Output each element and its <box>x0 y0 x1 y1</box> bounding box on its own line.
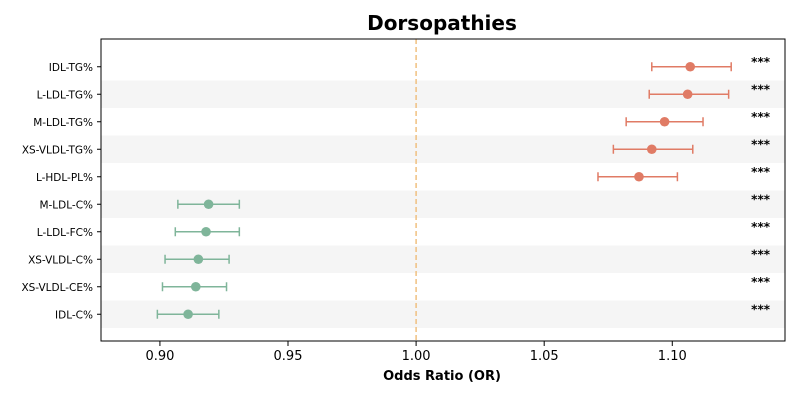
significance-label: *** <box>751 110 771 124</box>
significance-label: *** <box>751 302 771 316</box>
x-tick-label: 1.00 <box>402 349 431 364</box>
x-axis: 0.90 0.95 1.00 1.05 1.10 <box>145 341 687 364</box>
x-axis-label: Odds Ratio (OR) <box>383 369 501 384</box>
y-axis-labels: IDL-TG% L-LDL-TG% M-LDL-TG% XS-VLDL-TG% L-HD… <box>21 62 101 321</box>
significance-label: *** <box>751 55 771 69</box>
row-label: IDL-C% <box>55 309 93 321</box>
or-point <box>201 226 211 237</box>
row-label: XS-VLDL-CE% <box>21 282 93 294</box>
significance-label: *** <box>751 247 771 261</box>
row-label: XS-VLDL-TG% <box>22 144 93 156</box>
chart-title: Dorsopathies <box>367 11 517 35</box>
significance-labels: *** *** *** *** *** *** *** *** *** *** <box>751 55 771 317</box>
plot-frame <box>100 38 786 342</box>
or-point <box>685 61 696 72</box>
or-point <box>193 254 204 265</box>
significance-label: *** <box>751 165 771 179</box>
or-point <box>190 281 201 292</box>
or-point <box>203 199 214 210</box>
or-point <box>682 89 693 100</box>
row-label: IDL-TG% <box>49 62 93 74</box>
significance-label: *** <box>751 192 771 206</box>
x-tick-label: 0.95 <box>274 349 303 364</box>
or-point <box>659 116 670 127</box>
x-tick-label: 0.90 <box>145 349 174 364</box>
or-point <box>634 171 644 182</box>
significance-label: *** <box>751 275 771 289</box>
or-point <box>183 309 193 320</box>
x-tick-label: 1.05 <box>530 349 559 364</box>
or-point <box>646 144 657 155</box>
data-marks <box>156 61 732 320</box>
x-tick-label: 1.10 <box>658 349 687 364</box>
row-label: L-LDL-FC% <box>37 227 93 239</box>
row-label: XS-VLDL-C% <box>28 254 93 266</box>
row-label: L-HDL-PL% <box>36 172 93 184</box>
row-label: M-LDL-TG% <box>33 117 93 129</box>
significance-label: *** <box>751 82 771 96</box>
significance-label: *** <box>751 137 771 151</box>
row-label: M-LDL-C% <box>39 199 93 211</box>
row-label: L-LDL-TG% <box>37 89 93 101</box>
significance-label: *** <box>751 220 771 234</box>
